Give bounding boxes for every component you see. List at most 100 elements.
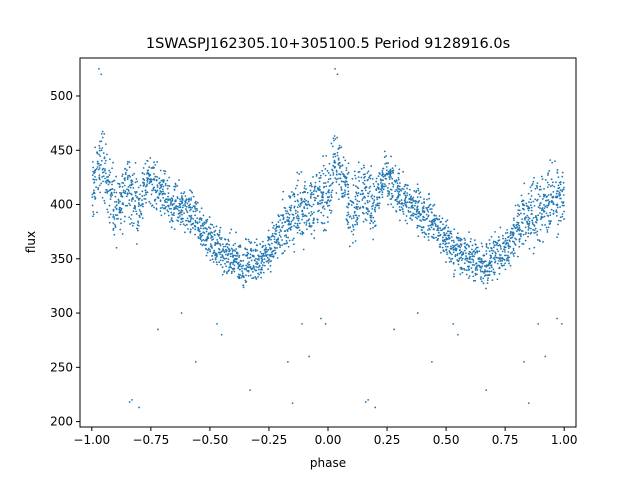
data-point — [536, 219, 538, 222]
data-point — [134, 194, 137, 197]
data-point — [216, 238, 219, 241]
data-point — [370, 205, 373, 208]
data-point — [243, 268, 246, 270]
data-point — [420, 202, 423, 205]
data-point — [400, 199, 403, 201]
data-point — [100, 140, 103, 143]
data-point — [262, 254, 265, 256]
data-point — [196, 201, 199, 204]
data-point — [102, 167, 105, 170]
data-point — [136, 196, 139, 199]
data-point — [281, 222, 284, 224]
data-point — [353, 210, 356, 213]
data-point — [260, 262, 263, 264]
data-point — [555, 196, 558, 199]
data-point — [299, 232, 302, 235]
data-point — [195, 207, 198, 210]
data-point — [327, 172, 330, 174]
data-point — [501, 250, 504, 253]
data-point — [92, 170, 95, 173]
data-point — [536, 230, 539, 233]
data-point — [375, 196, 378, 199]
data-point — [274, 252, 277, 254]
data-point — [320, 191, 322, 193]
data-point — [155, 208, 158, 211]
data-point — [289, 195, 292, 198]
data-point — [367, 210, 370, 213]
data-point — [463, 262, 466, 265]
data-point — [479, 269, 482, 271]
data-point — [408, 193, 411, 196]
data-point — [421, 207, 424, 209]
data-point — [563, 210, 565, 213]
data-point — [215, 254, 218, 257]
data-point — [382, 175, 385, 178]
data-point — [539, 195, 541, 198]
data-point — [238, 275, 241, 278]
data-point — [463, 268, 466, 271]
data-point — [322, 191, 325, 194]
data-point — [249, 274, 252, 277]
data-point — [421, 231, 424, 234]
data-point — [124, 177, 126, 179]
data-point — [260, 266, 263, 269]
data-point — [148, 182, 151, 185]
data-point — [93, 171, 96, 174]
data-point — [285, 240, 288, 242]
data-point — [426, 217, 429, 220]
data-point — [229, 252, 232, 255]
outlier-point — [367, 398, 370, 401]
data-point — [242, 284, 244, 287]
data-point — [244, 237, 247, 240]
data-point — [323, 208, 326, 210]
data-point — [297, 200, 299, 203]
data-point — [432, 237, 435, 240]
data-point — [524, 233, 527, 235]
data-point — [233, 267, 236, 270]
data-point — [135, 210, 137, 213]
data-point — [518, 209, 521, 212]
data-point — [373, 208, 376, 211]
data-point — [199, 227, 202, 230]
data-point — [485, 252, 488, 255]
data-point — [428, 197, 430, 200]
data-point — [186, 223, 188, 226]
data-point — [232, 261, 235, 263]
data-point — [299, 191, 302, 194]
data-point — [272, 226, 274, 229]
data-point — [534, 227, 537, 230]
data-point — [357, 176, 360, 178]
data-point — [535, 221, 537, 223]
data-point — [251, 267, 254, 270]
data-point — [552, 202, 555, 205]
data-point — [115, 204, 118, 206]
y-tick-label: 300 — [50, 306, 73, 320]
data-point — [352, 228, 355, 231]
data-point — [456, 253, 459, 255]
data-point — [518, 224, 521, 227]
data-point — [542, 241, 544, 243]
data-point — [130, 200, 133, 202]
data-point — [365, 219, 368, 222]
data-point — [322, 164, 325, 167]
data-point — [98, 144, 101, 147]
data-point — [310, 184, 313, 186]
data-point — [234, 249, 237, 252]
data-point — [556, 236, 558, 239]
data-point — [347, 186, 349, 189]
data-point — [427, 214, 430, 217]
data-point — [380, 179, 382, 182]
data-point — [357, 206, 359, 208]
data-point — [296, 193, 299, 196]
data-point — [271, 250, 274, 253]
data-point — [305, 188, 307, 191]
data-point — [210, 237, 212, 239]
data-point — [320, 221, 323, 224]
data-point — [356, 208, 359, 211]
data-point — [181, 220, 184, 223]
data-point — [282, 216, 285, 219]
data-point — [266, 256, 269, 259]
data-point — [471, 248, 473, 251]
data-point — [448, 249, 451, 252]
